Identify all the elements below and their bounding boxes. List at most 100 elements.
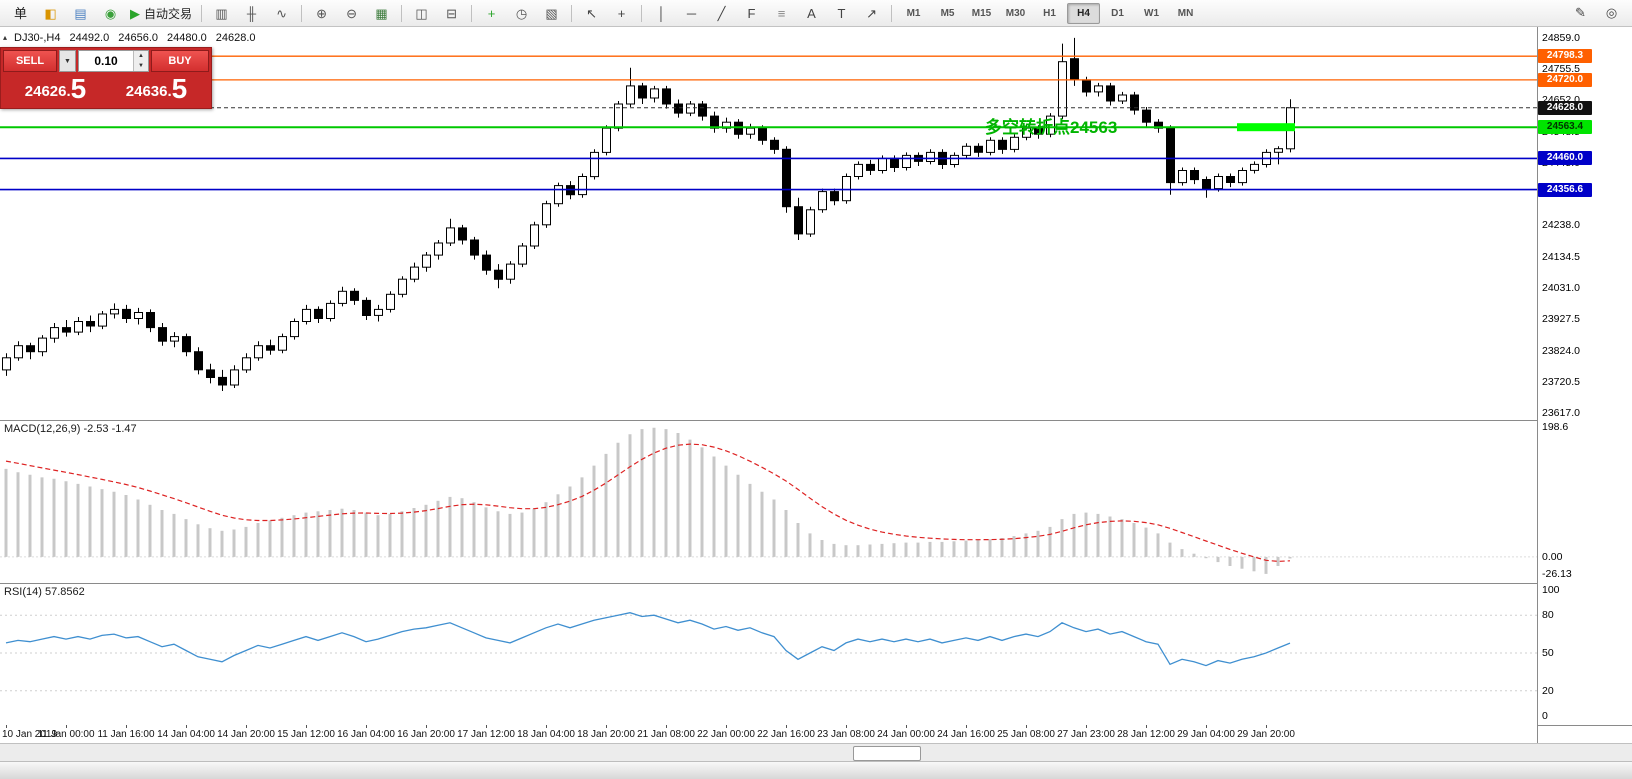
time-axis-tick bbox=[666, 725, 667, 728]
time-axis-tick bbox=[6, 725, 7, 728]
toolbar-separator bbox=[471, 4, 473, 22]
fibonacci-button[interactable]: F bbox=[737, 2, 766, 25]
price-axis-label: 23824.0 bbox=[1542, 345, 1580, 357]
chart-window-button[interactable]: ◧ bbox=[36, 2, 65, 25]
sell-button[interactable]: SELL bbox=[3, 50, 57, 72]
time-axis-tick bbox=[846, 725, 847, 728]
edit-icon[interactable]: ✎ bbox=[1575, 5, 1586, 20]
price-axis-label: 24859.0 bbox=[1542, 32, 1580, 44]
candlestick-chart-button[interactable]: ╫ bbox=[237, 2, 266, 25]
text-button[interactable]: A bbox=[797, 2, 826, 25]
line-chart-button[interactable]: ∿ bbox=[267, 2, 296, 25]
label-button[interactable]: T bbox=[827, 2, 856, 25]
time-axis-tick bbox=[1206, 725, 1207, 728]
time-axis-tick bbox=[546, 725, 547, 728]
crosshair-button[interactable]: + bbox=[607, 2, 636, 25]
collapse-panel-icon[interactable]: ▴ bbox=[3, 33, 8, 42]
rsi-indicator-canvas[interactable] bbox=[0, 583, 1537, 725]
price-axis-label: 24755.5 bbox=[1542, 63, 1580, 75]
periods-button[interactable]: ◷ bbox=[507, 2, 536, 25]
text-icon: A bbox=[807, 5, 816, 21]
time-axis-label: 17 Jan 12:00 bbox=[457, 729, 515, 740]
timeframe-m15-button[interactable]: M15 bbox=[971, 7, 992, 19]
buy-button[interactable]: BUY bbox=[151, 50, 209, 72]
time-axis-tick bbox=[126, 725, 127, 728]
toolbar-right-icons: ✎ ◎ bbox=[1566, 2, 1626, 25]
lot-size-input[interactable] bbox=[79, 51, 133, 71]
cascade-windows-icon: ⊟ bbox=[446, 5, 457, 21]
toolbar-separator bbox=[571, 4, 573, 22]
toolbar-separator bbox=[891, 4, 893, 22]
templates-button[interactable]: ▧ bbox=[537, 2, 566, 25]
bar-chart-button[interactable]: ▥ bbox=[207, 2, 236, 25]
tile-windows-button[interactable]: ▦ bbox=[367, 2, 396, 25]
channel-button[interactable]: ≡ bbox=[767, 2, 796, 25]
price-axis-label: 23617.0 bbox=[1542, 407, 1580, 419]
cursor-button[interactable]: ↖ bbox=[577, 2, 606, 25]
new-order-button[interactable]: 单 bbox=[6, 2, 35, 25]
toolbar-separator bbox=[301, 4, 303, 22]
horizontal-scrollbar-thumb[interactable] bbox=[853, 746, 921, 761]
price-axis-label: 24238.0 bbox=[1542, 219, 1580, 231]
rsi-panel-separator[interactable] bbox=[0, 583, 1632, 584]
cursor-icon: ↖ bbox=[586, 5, 597, 21]
lot-dropdown-button[interactable]: ▼ bbox=[59, 50, 76, 72]
rsi-axis-label: 80 bbox=[1542, 609, 1554, 621]
rsi-label: RSI(14) 57.8562 bbox=[4, 586, 85, 598]
window-bottom-bar bbox=[0, 761, 1632, 779]
navigator-button[interactable]: ◉ bbox=[96, 2, 125, 25]
cascade-windows-button[interactable]: ⊟ bbox=[437, 2, 466, 25]
line-chart-icon: ∿ bbox=[276, 5, 287, 21]
timeframe-h4-button[interactable]: H4 bbox=[1067, 2, 1101, 24]
time-axis-label: 16 Jan 20:00 bbox=[397, 729, 455, 740]
time-axis[interactable]: 10 Jan 2019 11 Jan 00:00 11 Jan 16:00 14 Ja… bbox=[0, 725, 1537, 743]
time-axis-label: 18 Jan 20:00 bbox=[577, 729, 635, 740]
time-axis-label: 15 Jan 12:00 bbox=[277, 729, 335, 740]
horizontal-line-button[interactable]: ─ bbox=[677, 2, 706, 25]
timeframe-mn-button[interactable]: MN bbox=[1177, 7, 1194, 19]
rsi-axis: 100 80 50 20 0 bbox=[1538, 583, 1632, 725]
time-axis-label: 14 Jan 04:00 bbox=[157, 729, 215, 740]
ohlc-header: DJ30-,H4 24492.0 24656.0 24480.0 24628.0 bbox=[14, 32, 256, 44]
zoom-out-icon: ⊖ bbox=[346, 5, 357, 21]
arrange-windows-button[interactable]: ◫ bbox=[407, 2, 436, 25]
time-axis-tick bbox=[906, 725, 907, 728]
lot-spin-down-button[interactable]: ▼ bbox=[134, 61, 148, 71]
macd-panel-separator[interactable] bbox=[0, 420, 1632, 421]
vertical-line-button[interactable]: │ bbox=[647, 2, 676, 25]
time-axis-label: 10 Jan 2019 bbox=[2, 729, 58, 740]
macd-indicator-canvas[interactable] bbox=[0, 420, 1537, 583]
timeframe-d1-button[interactable]: D1 bbox=[1111, 7, 1124, 19]
magnifier-icon[interactable]: ◎ bbox=[1605, 5, 1618, 20]
timeframe-w1-button[interactable]: W1 bbox=[1144, 7, 1160, 19]
horizontal-line-icon: ─ bbox=[686, 5, 697, 21]
timeframe-m5-button[interactable]: M5 bbox=[940, 7, 955, 19]
crosshair-icon: + bbox=[617, 5, 626, 21]
market-watch-button[interactable]: ▤ bbox=[66, 2, 95, 25]
chart-window-icon: ◧ bbox=[44, 5, 57, 21]
time-axis-label: 16 Jan 04:00 bbox=[337, 729, 395, 740]
timeframe-h1-button[interactable]: H1 bbox=[1043, 7, 1056, 19]
zoom-in-button[interactable]: ⊕ bbox=[307, 2, 336, 25]
arrow-tools-button[interactable]: ↗ bbox=[857, 2, 886, 25]
trendline-button[interactable]: ╱ bbox=[707, 2, 736, 25]
sell-price-display[interactable]: 24626. 5 bbox=[5, 75, 106, 103]
zoom-out-button[interactable]: ⊖ bbox=[337, 2, 366, 25]
price-level-tag: 24563.4 bbox=[1538, 120, 1592, 134]
main-chart-canvas[interactable]: 多空转折点24563 bbox=[0, 27, 1537, 420]
time-axis-tick bbox=[786, 725, 787, 728]
time-axis-tick bbox=[1086, 725, 1087, 728]
chart-window[interactable]: 多空转折点24563 24859.024755.524652.024548.52… bbox=[0, 27, 1632, 779]
timeframe-m30-button[interactable]: M30 bbox=[1005, 7, 1026, 19]
timeframe-m1-button[interactable]: M1 bbox=[906, 7, 921, 19]
autotrading-button[interactable]: ▶ 自动交易 bbox=[126, 2, 196, 25]
lot-spin-up-button[interactable]: ▲ bbox=[134, 51, 148, 61]
macd-axis-label: 0.00 bbox=[1542, 551, 1563, 563]
macd-histogram bbox=[4, 427, 1292, 574]
horizontal-scrollbar[interactable] bbox=[0, 743, 1632, 761]
channel-icon: ≡ bbox=[777, 5, 786, 21]
new-order-icon: 单 bbox=[13, 5, 27, 21]
add-indicator-button[interactable]: + bbox=[477, 2, 506, 25]
buy-price-display[interactable]: 24636. 5 bbox=[106, 75, 207, 103]
periods-icon: ◷ bbox=[515, 5, 528, 21]
